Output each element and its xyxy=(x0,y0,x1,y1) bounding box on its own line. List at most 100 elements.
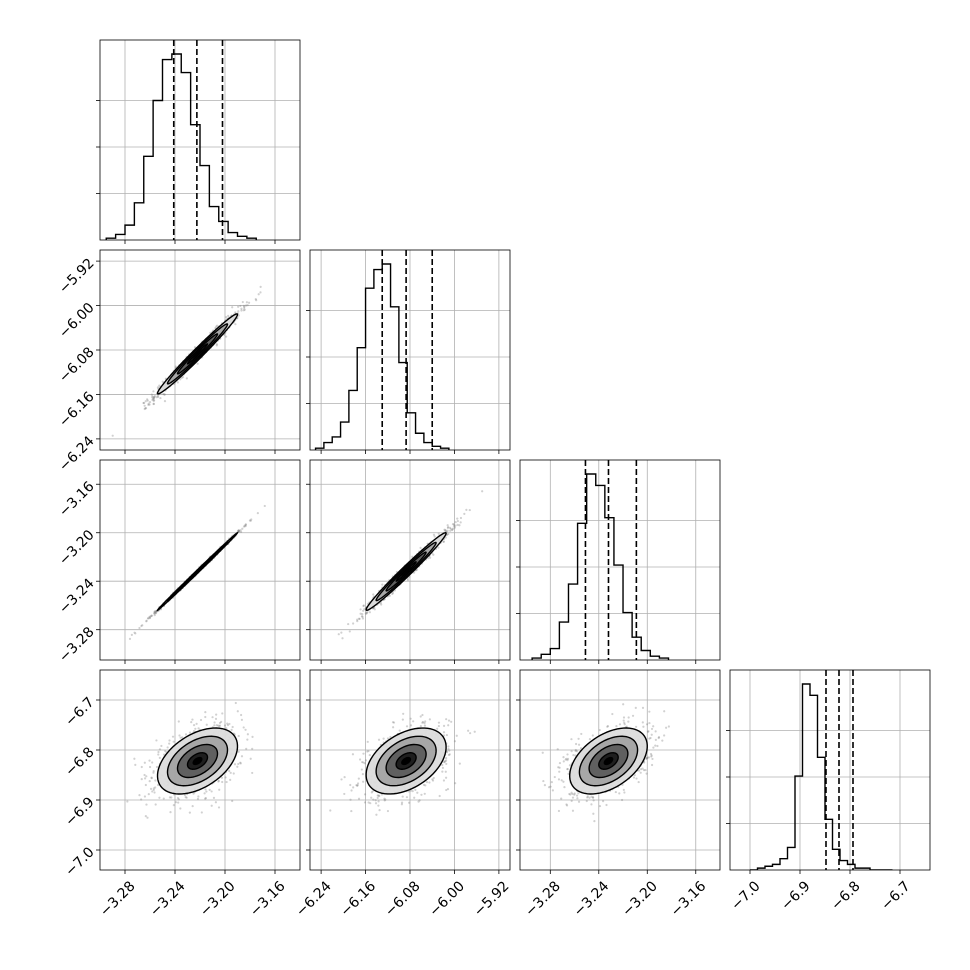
scatter-point xyxy=(593,820,596,823)
scatter-point xyxy=(405,796,409,799)
scatter-point xyxy=(569,793,572,796)
scatter-point xyxy=(152,399,155,403)
scatter-point xyxy=(225,335,228,338)
scatter-point xyxy=(557,809,561,813)
y-tick-label: −3.24 xyxy=(56,575,98,617)
scatter-point xyxy=(377,804,380,807)
scatter-point xyxy=(639,768,643,771)
scatter-point xyxy=(348,630,351,633)
scatter-point xyxy=(392,726,395,729)
scatter-point xyxy=(652,746,655,749)
contour-line xyxy=(569,727,648,795)
scatter-point xyxy=(565,804,569,807)
panel-frame xyxy=(519,669,721,871)
scatter-point xyxy=(148,765,152,769)
scatter-point xyxy=(159,396,162,400)
scatter-point xyxy=(154,611,157,614)
scatter-point xyxy=(442,724,446,728)
scatter-point xyxy=(366,740,369,743)
scatter-point xyxy=(134,632,137,635)
scatter-point xyxy=(152,396,155,399)
scatter-point xyxy=(391,591,395,595)
scatter-point xyxy=(179,807,182,810)
scatter-point xyxy=(356,784,359,787)
scatter-point xyxy=(625,725,628,728)
scatter-point xyxy=(645,723,649,726)
scatter-point xyxy=(168,742,171,745)
scatter-point xyxy=(566,753,569,756)
panel-frame xyxy=(99,249,301,451)
scatter-point xyxy=(154,610,157,613)
scatter-point xyxy=(560,797,563,800)
scatter-point xyxy=(237,734,240,738)
scatter-point xyxy=(238,530,241,533)
scatter-point xyxy=(362,609,365,612)
scatter-point xyxy=(184,733,188,736)
scatter-point xyxy=(614,790,617,794)
scatter-point xyxy=(358,617,361,621)
scatter-point xyxy=(220,720,223,723)
scatter-point xyxy=(441,763,444,767)
scatter-point xyxy=(413,571,416,574)
scatter-point xyxy=(420,793,423,796)
scatter-point xyxy=(245,747,248,750)
scatter-point xyxy=(190,721,193,724)
contour-line xyxy=(156,727,239,795)
scatter-point xyxy=(386,737,390,740)
scatter-point xyxy=(329,809,332,812)
scatter-point xyxy=(551,789,554,792)
scatter-point xyxy=(246,738,249,741)
scatter-point xyxy=(128,637,132,640)
scatter-point xyxy=(665,726,668,729)
scatter-point xyxy=(622,716,626,719)
scatter-point xyxy=(463,512,466,515)
scatter-point xyxy=(240,309,243,312)
scatter-point xyxy=(433,535,436,538)
scatter-point xyxy=(585,799,588,803)
scatter-point xyxy=(212,796,216,800)
scatter-point xyxy=(148,401,152,404)
scatter-point xyxy=(152,787,155,790)
scatter-point xyxy=(413,796,416,799)
scatter-point xyxy=(432,553,435,556)
scatter-point xyxy=(218,721,222,725)
scatter-point xyxy=(226,723,230,727)
scatter-point xyxy=(459,516,463,520)
scatter-point xyxy=(645,757,648,760)
scatter-point xyxy=(428,718,431,721)
scatter-point xyxy=(155,739,158,742)
scatter-point xyxy=(234,701,237,705)
scatter-point xyxy=(663,734,666,737)
scatter-point xyxy=(228,769,231,773)
scatter-point xyxy=(649,752,653,756)
x-tick-label: −3.20 xyxy=(619,878,661,920)
scatter-point xyxy=(448,526,452,529)
scatter-point xyxy=(651,757,654,761)
scatter-point xyxy=(571,809,575,812)
scatter-point xyxy=(134,763,137,766)
scatter-point xyxy=(172,804,175,807)
scatter-point xyxy=(151,396,154,399)
scatter-point xyxy=(237,750,240,753)
scatter-point xyxy=(352,622,355,625)
scatter-point xyxy=(445,733,448,737)
scatter-point xyxy=(650,754,653,757)
scatter-point xyxy=(444,529,447,532)
contour-line xyxy=(186,752,209,770)
scatter-point xyxy=(142,401,145,405)
scatter-point xyxy=(230,728,233,731)
scatter-point xyxy=(140,624,143,628)
scatter-point xyxy=(357,617,361,620)
scatter-point xyxy=(144,815,147,818)
scatter-point xyxy=(152,398,155,401)
scatter-point xyxy=(570,738,573,741)
contour-line xyxy=(395,752,417,770)
scatter-point xyxy=(237,305,240,308)
scatter-point xyxy=(152,788,155,792)
scatter-point xyxy=(164,749,167,753)
scatter-point xyxy=(370,796,373,799)
scatter-point xyxy=(231,306,234,309)
histogram-step-line xyxy=(105,53,257,240)
scatter-point xyxy=(663,710,666,713)
scatter-point xyxy=(140,798,143,801)
